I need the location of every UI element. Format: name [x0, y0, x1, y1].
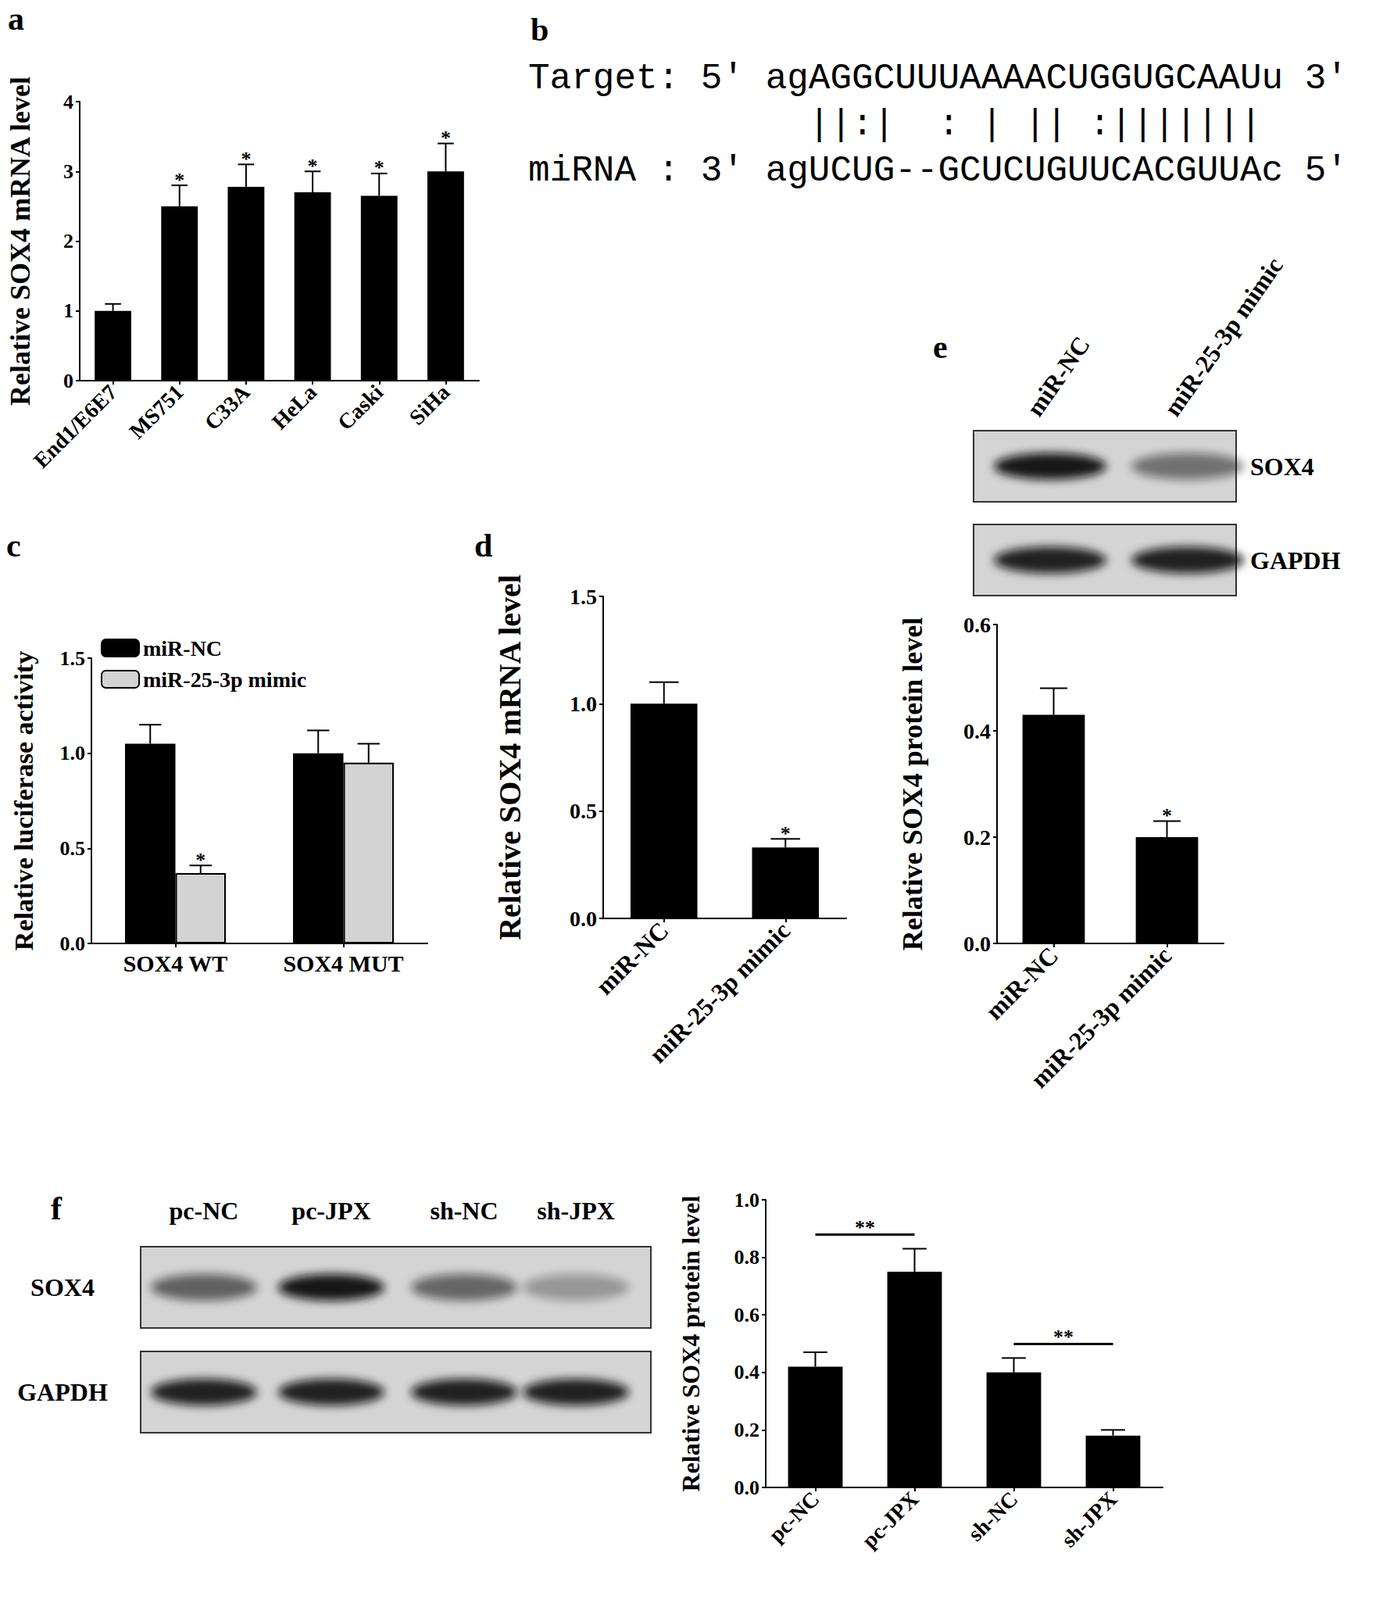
svg-text:0.0: 0.0	[734, 1475, 761, 1499]
svg-text:4: 4	[63, 90, 74, 114]
svg-text:miR-25-3p mimic: miR-25-3p mimic	[643, 915, 796, 1068]
svg-text:sh-NC: sh-NC	[963, 1486, 1023, 1546]
svg-text:0.6: 0.6	[963, 612, 991, 637]
svg-text:C33A: C33A	[200, 379, 255, 435]
svg-text:miR-NC: miR-NC	[979, 940, 1064, 1025]
html-text:Target: 5' agAGGCUUUAAAACUGGUG: Target: 5' agAGGCUUUAAAACUGGUGCAAUu 3' |…	[528, 58, 1348, 192]
svg-text:miR-25-3p mimic: miR-25-3p mimic	[1157, 252, 1289, 422]
svg-text:**: **	[854, 1215, 876, 1239]
svg-text:*: *	[174, 168, 185, 192]
svg-text:f: f	[50, 1190, 63, 1226]
svg-text:*: *	[1161, 804, 1173, 827]
svg-text:c: c	[6, 527, 22, 564]
svg-text:pc-JPX: pc-JPX	[291, 1196, 371, 1225]
svg-text:pc-NC: pc-NC	[764, 1486, 825, 1547]
svg-text:1.0: 1.0	[60, 741, 86, 765]
svg-text:1.0: 1.0	[734, 1188, 761, 1212]
svg-text:HeLa: HeLa	[267, 379, 322, 434]
svg-text:SOX4: SOX4	[30, 1272, 95, 1301]
svg-text:pc-NC: pc-NC	[169, 1196, 240, 1225]
svg-text:miR-NC: miR-NC	[589, 915, 674, 1000]
svg-text:Relative SOX4 mRNA level: Relative SOX4 mRNA level	[4, 76, 36, 406]
svg-text:miR-NC: miR-NC	[1020, 331, 1096, 422]
svg-text:a: a	[7, 0, 25, 37]
svg-text:End1/E6E7: End1/E6E7	[28, 379, 122, 473]
svg-text:1.5: 1.5	[60, 646, 86, 670]
svg-text:0.4: 0.4	[963, 718, 991, 744]
svg-text:1.0: 1.0	[569, 691, 597, 716]
svg-text:0: 0	[63, 369, 74, 393]
svg-text:3: 3	[63, 160, 74, 183]
svg-text:*: *	[195, 848, 206, 872]
svg-text:*: *	[374, 156, 385, 179]
svg-text:**: **	[1053, 1325, 1074, 1348]
svg-text:d: d	[474, 527, 493, 564]
svg-text:SOX4 WT: SOX4 WT	[123, 950, 229, 976]
svg-text:0.5: 0.5	[569, 798, 597, 823]
svg-text:0.0: 0.0	[963, 931, 991, 956]
svg-text:e: e	[932, 328, 948, 365]
svg-text:*: *	[780, 821, 791, 845]
svg-text:0.0: 0.0	[569, 906, 597, 931]
svg-text:0.4: 0.4	[734, 1360, 761, 1383]
svg-text:SOX4: SOX4	[1250, 452, 1315, 481]
svg-text:sh-JPX: sh-JPX	[536, 1196, 615, 1225]
svg-text:Relative SOX4 mRNA level: Relative SOX4 mRNA level	[492, 574, 528, 940]
svg-text:0.6: 0.6	[734, 1303, 761, 1326]
svg-text:miR-25-3p mimic: miR-25-3p mimic	[1025, 940, 1177, 1093]
svg-text:GAPDH: GAPDH	[1250, 546, 1341, 575]
svg-text:1: 1	[63, 299, 74, 322]
svg-text:pc-JPX: pc-JPX	[857, 1486, 924, 1553]
svg-text:0.2: 0.2	[963, 825, 991, 850]
svg-text:*: *	[440, 126, 451, 150]
svg-text:0.2: 0.2	[734, 1418, 761, 1441]
svg-text:Relative SOX4 protein level: Relative SOX4 protein level	[676, 1194, 705, 1491]
svg-text:sh-JPX: sh-JPX	[1056, 1486, 1122, 1551]
svg-text:0.0: 0.0	[60, 932, 86, 955]
svg-text:Relative luciferase activity: Relative luciferase activity	[9, 650, 39, 951]
svg-text:MS751: MS751	[124, 379, 188, 444]
svg-text:0.5: 0.5	[60, 836, 86, 860]
svg-text:SOX4 MUT: SOX4 MUT	[282, 950, 404, 976]
svg-text:b: b	[530, 11, 549, 48]
svg-text:Caski: Caski	[332, 379, 388, 435]
svg-text:0.8: 0.8	[734, 1245, 761, 1269]
svg-text:miR-NC: miR-NC	[142, 636, 222, 661]
svg-text:sh-NC: sh-NC	[429, 1196, 498, 1225]
svg-text:*: *	[307, 154, 319, 178]
svg-text:SiHa: SiHa	[404, 379, 455, 430]
svg-text:1.5: 1.5	[569, 584, 597, 609]
svg-text:Relative SOX4 protein level: Relative SOX4 protein level	[896, 617, 929, 951]
svg-text:*: *	[240, 147, 251, 171]
svg-text:miR-25-3p mimic: miR-25-3p mimic	[142, 667, 307, 692]
svg-text:GAPDH: GAPDH	[17, 1377, 108, 1406]
svg-text:2: 2	[63, 229, 74, 253]
